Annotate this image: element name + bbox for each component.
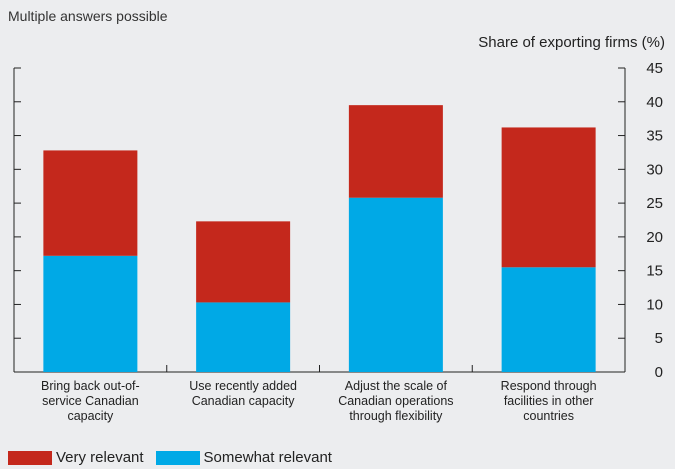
- legend-swatch-very-relevant: [8, 450, 52, 465]
- legend-item-very-relevant: Very relevant: [8, 449, 144, 466]
- y-tick-label: 30: [646, 161, 663, 178]
- x-category-label: facilities in other: [504, 394, 594, 408]
- x-category-label: capacity: [67, 409, 114, 423]
- y-tick-label: 0: [655, 364, 663, 381]
- x-category-label: through flexibility: [349, 409, 443, 423]
- chart-note: Multiple answers possible: [8, 8, 168, 24]
- legend-swatch-somewhat-relevant: [155, 450, 200, 465]
- y-tick-label: 20: [646, 229, 663, 246]
- bar-somewhat-relevant: [43, 255, 138, 372]
- y-tick-label: 35: [646, 128, 663, 145]
- bar-very-relevant: [196, 221, 291, 303]
- stacked-bar-chart: 0 5 10 15 20 25 30 35 40 45 Bring back out-of-serv…: [13, 60, 663, 423]
- y-tick-label: 10: [646, 296, 663, 313]
- x-category-label: Bring back out-of-: [41, 379, 140, 393]
- bar-very-relevant: [43, 150, 138, 256]
- x-category-label: countries: [523, 409, 574, 423]
- x-category-label: Canadian operations: [338, 394, 453, 408]
- x-category-label: Use recently added: [189, 379, 297, 393]
- legend-item-somewhat-relevant: Somewhat relevant: [155, 449, 332, 466]
- bar-very-relevant: [501, 127, 596, 268]
- legend-label-very-relevant: Very relevant: [56, 449, 144, 466]
- y-tick-label: 25: [646, 195, 663, 212]
- bar-very-relevant: [348, 105, 443, 198]
- y-tick-label: 15: [646, 263, 663, 280]
- x-category-label: Adjust the scale of: [345, 379, 448, 393]
- bar-somewhat-relevant: [348, 197, 443, 372]
- y-tick-label: 40: [646, 94, 663, 111]
- y-tick-label: 45: [646, 60, 663, 77]
- y-tick-label: 5: [655, 330, 663, 347]
- x-category-label: Respond through: [501, 379, 597, 393]
- y-axis-title: Share of exporting firms (%): [478, 34, 665, 51]
- x-category-label: Canadian capacity: [192, 394, 296, 408]
- bar-somewhat-relevant: [196, 302, 291, 372]
- bar-somewhat-relevant: [501, 267, 596, 372]
- legend-label-somewhat-relevant: Somewhat relevant: [203, 449, 332, 466]
- x-category-label: service Canadian: [42, 394, 139, 408]
- legend: Very relevant Somewhat relevant: [8, 449, 332, 466]
